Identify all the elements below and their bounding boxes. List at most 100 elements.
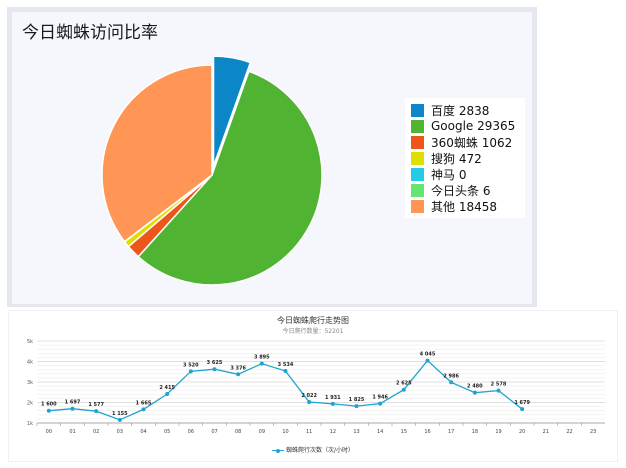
data-label: 1 697 [65,400,81,406]
x-tick-label: 13 [353,429,359,435]
x-tick-label: 16 [424,429,430,435]
x-tick-label: 15 [401,429,407,435]
data-point[interactable] [212,367,217,372]
pie-slice-1[interactable] [137,70,323,286]
data-label: 1 600 [41,402,57,408]
pie-chart-title: 今日蜘蛛访问比率 [22,23,158,43]
data-point[interactable] [472,390,477,395]
data-point[interactable] [70,406,75,411]
x-tick-label: 11 [306,429,312,435]
legend-swatch [411,151,424,165]
legend-label: 其他 18458 [431,199,497,214]
data-label: 1 931 [325,395,341,401]
data-label: 2 022 [301,393,317,399]
pie-slice-6[interactable] [101,64,213,243]
x-tick-label: 18 [472,429,478,435]
data-point[interactable] [354,404,359,409]
x-tick-label: 06 [188,429,194,435]
x-tick-label: 14 [377,429,383,435]
legend-swatch [411,167,424,181]
y-tick-label: 2k [27,401,33,407]
data-label: 3 376 [230,365,246,371]
data-point[interactable] [117,417,122,422]
data-point[interactable] [259,361,264,366]
data-label: 1 665 [136,400,152,406]
legend-label: 神马 0 [431,167,467,182]
legend-label: Google 29365 [431,119,516,133]
line-legend-label: 蜘蛛爬行次数（次/小时） [285,447,354,454]
pie-slice-0[interactable] [212,55,252,167]
data-point[interactable] [496,388,501,393]
x-tick-label: 10 [282,429,288,435]
line-chart-panel: 1k 2k 3k 4k 5k 00 01 02 03 04 05 06 07 08 09 10 11 12 13 14… [8,310,618,462]
data-point[interactable] [141,407,146,412]
data-label: 1 825 [349,397,365,403]
legend-swatch [411,135,424,149]
data-label: 2 986 [443,373,459,379]
x-tick-label: 08 [235,429,241,435]
data-point[interactable] [449,380,454,385]
pie-legend-item[interactable]: 360蜘蛛 1062 [411,134,519,150]
data-label: 2 578 [491,382,507,388]
x-tick-label: 23 [590,429,596,435]
data-label: 3 625 [207,360,223,366]
data-point[interactable] [188,369,193,374]
x-tick-label: 02 [93,429,99,435]
data-label: 2 480 [467,384,483,390]
data-label: 3 534 [278,362,294,368]
y-tick-label: 3k [27,380,33,386]
x-tick-label: 04 [140,429,146,435]
legend-label: 今日头条 6 [431,183,491,198]
data-label: 1 155 [112,411,128,417]
x-tick-label: 12 [330,429,336,435]
x-tick-label: 17 [448,429,454,435]
data-label: 1 679 [514,400,530,406]
legend-label: 360蜘蛛 1062 [431,135,513,150]
x-tick-label: 01 [69,429,75,435]
pie-legend-item[interactable]: 今日头条 6 [411,182,519,198]
x-tick-label: 20 [519,429,525,435]
x-tick-label: 03 [117,429,123,435]
data-label: 2 625 [396,381,412,387]
x-tick-label: 22 [566,429,572,435]
line-legend[interactable]: 蜘蛛爬行次数（次/小时） [9,445,617,454]
data-point[interactable] [46,408,51,413]
pie-legend-item[interactable]: Google 29365 [411,118,519,134]
pie-legend-item[interactable]: 搜狗 472 [411,150,519,166]
legend-label: 百度 2838 [431,103,490,118]
data-point[interactable] [307,400,312,405]
data-label: 1 577 [88,402,104,408]
x-tick-label: 00 [46,429,52,435]
legend-swatch [411,183,424,197]
pie-legend-item[interactable]: 其他 18458 [411,198,519,214]
data-label: 4 045 [420,352,436,358]
data-label: 3 895 [254,355,270,361]
x-tick-label: 21 [543,429,549,435]
x-tick-label: 07 [211,429,217,435]
line-legend-marker [272,448,285,454]
line-chart-subtitle: 今日爬行数量：52201 [282,328,344,335]
data-point[interactable] [401,387,406,392]
data-point[interactable] [165,391,170,396]
y-tick-label: 4k [27,360,33,366]
data-point[interactable] [425,358,430,363]
pie-legend-item[interactable]: 百度 2838 [411,102,519,118]
pie-chart-panel: 今日蜘蛛访问比率 百度 2838 Google 29365 360蜘蛛 1062 搜狗… [7,7,537,307]
x-tick-label: 09 [259,429,265,435]
y-tick-label: 1k [27,421,33,427]
legend-swatch [411,103,424,117]
pie-chart [101,55,323,286]
pie-chart-area: 今日蜘蛛访问比率 百度 2838 Google 29365 360蜘蛛 1062 搜狗… [12,12,532,304]
data-point[interactable] [94,409,99,414]
data-label: 3 520 [183,362,199,368]
data-point[interactable] [330,401,335,406]
legend-label: 搜狗 472 [431,151,482,166]
data-label: 2 415 [159,385,175,391]
pie-legend-item[interactable]: 神马 0 [411,166,519,182]
data-point[interactable] [520,407,525,412]
data-point[interactable] [236,372,241,377]
legend-swatch [411,119,424,133]
data-point[interactable] [283,369,288,374]
data-point[interactable] [378,401,383,406]
